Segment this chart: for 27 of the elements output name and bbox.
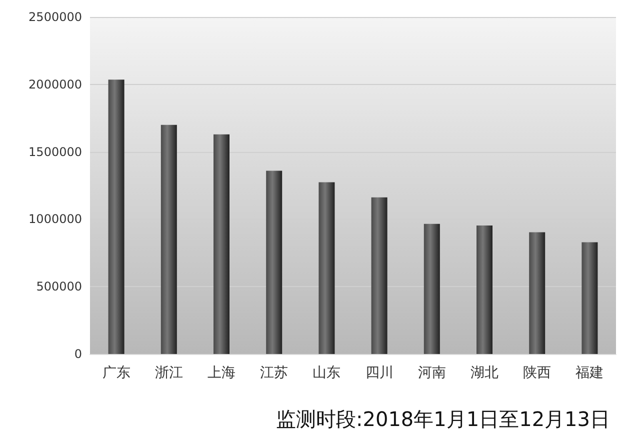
y-tick-label: 2500000 [28, 10, 82, 24]
bar [266, 170, 282, 354]
x-tick-label: 陕西 [523, 365, 552, 381]
x-tick-label: 湖北 [470, 365, 498, 381]
bar [424, 224, 440, 354]
bar [160, 124, 177, 354]
y-tick-label: 1500000 [28, 144, 82, 159]
x-tick-label: 江苏 [260, 365, 288, 381]
x-tick-label: 上海 [208, 365, 236, 381]
y-tick-label: 500000 [36, 280, 82, 294]
bar [214, 134, 230, 354]
x-tick-label: 四川 [365, 365, 394, 381]
text: 监测时段:2018年1月1日至12月13日 [276, 407, 610, 431]
y-tick-label: 0 [74, 347, 82, 361]
bar [529, 232, 546, 354]
bar [108, 80, 124, 354]
x-tick-label: 浙江 [154, 365, 183, 381]
bar [582, 242, 598, 354]
x-tick-label: 河南 [418, 365, 446, 381]
x-tick-label: 广东 [102, 365, 130, 381]
x-tick-label: 山东 [312, 365, 341, 381]
bar [476, 226, 492, 354]
y-tick-label: 1000000 [28, 212, 82, 226]
y-tick-label: 2000000 [28, 77, 82, 92]
bar [371, 197, 388, 354]
x-tick-label: 福建 [576, 365, 604, 381]
bar [318, 182, 335, 354]
